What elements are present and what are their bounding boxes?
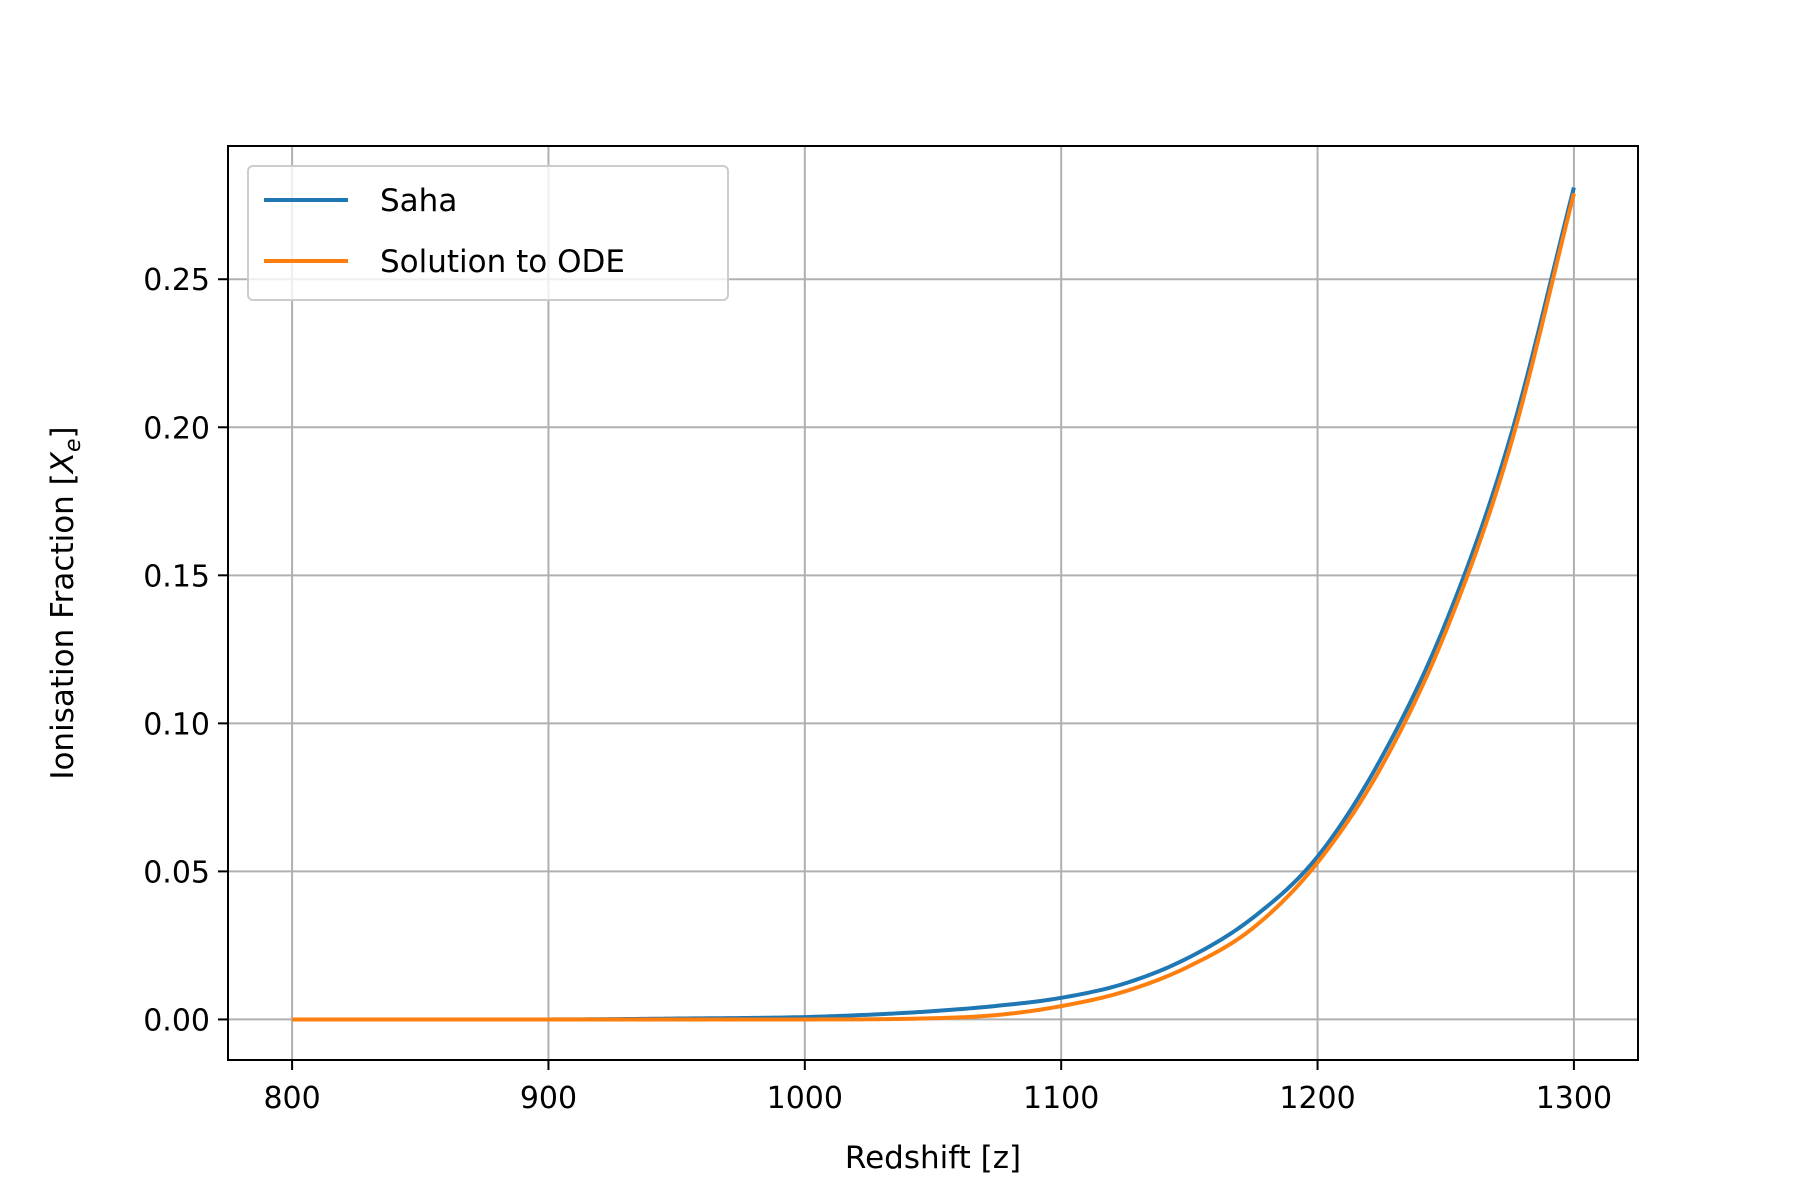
grid-lines: [228, 146, 1638, 1060]
x-tick-label: 1300: [1536, 1081, 1612, 1116]
x-tick-label: 1000: [767, 1081, 843, 1116]
legend-label: Solution to ODE: [380, 244, 625, 280]
y-tick-label: 0.10: [143, 707, 210, 742]
y-axis-label-symbol: X: [45, 451, 81, 475]
y-tick-label: 0.25: [143, 263, 210, 298]
legend-label: Saha: [380, 183, 457, 219]
y-axis-label: Ionisation Fraction [Xe]: [45, 426, 86, 779]
series-line-1: [292, 192, 1576, 1022]
y-axis-label-suffix: ]: [45, 426, 81, 438]
x-tick-label: 1100: [1023, 1081, 1099, 1116]
y-tick-label: 0.00: [143, 1003, 210, 1038]
legend: Saha Solution to ODE: [247, 165, 729, 301]
plot-frame: [227, 145, 1639, 1061]
x-axis-label: Redshift [z]: [845, 1140, 1021, 1176]
x-tick-label: 1200: [1279, 1081, 1355, 1116]
y-tick-label: 0.05: [143, 855, 210, 890]
plot-lines: [292, 186, 1576, 1022]
y-tick-label: 0.15: [143, 559, 210, 594]
x-tick-label: 900: [520, 1081, 577, 1116]
legend-box: [247, 165, 729, 301]
x-tick-label: 800: [263, 1081, 320, 1116]
y-axis-label-subscript: e: [61, 438, 86, 452]
y-axis-label-prefix: Ionisation Fraction [: [45, 473, 81, 779]
axis-ticks: 800 900 1000 1100 1200 1300 0.00 0.05 0.10 0.15 0.…: [143, 263, 1612, 1116]
y-tick-label: 0.20: [143, 411, 210, 446]
